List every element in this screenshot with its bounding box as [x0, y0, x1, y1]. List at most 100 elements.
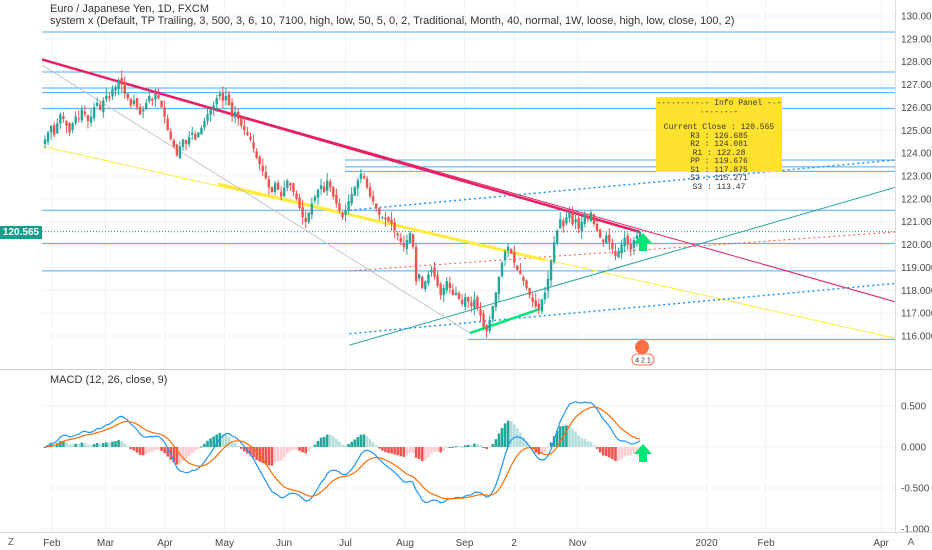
candle-up — [445, 281, 448, 291]
macd-histogram-bar — [347, 443, 350, 447]
macd-histogram-bar — [178, 447, 182, 464]
macd-histogram-bar — [522, 437, 525, 447]
candle-down — [537, 304, 540, 309]
candle-up — [344, 210, 347, 215]
candle-up — [463, 297, 467, 307]
macd-histogram-bar — [181, 447, 185, 461]
macd-histogram-bar — [95, 443, 99, 447]
badge-icon — [635, 340, 649, 354]
candle-up — [623, 237, 626, 247]
candle-up — [105, 96, 108, 100]
candle-down — [601, 239, 605, 243]
candle-up — [187, 137, 191, 145]
info-line: R3 : 126.685 — [690, 131, 748, 141]
timezone-button[interactable]: Z — [7, 537, 15, 548]
candle-up — [145, 102, 148, 110]
candle-down — [614, 251, 617, 256]
macd-histogram-bar — [577, 435, 580, 447]
candle-down — [525, 280, 528, 288]
trend-lines — [41, 58, 896, 346]
candle-down — [184, 139, 188, 144]
candle-up — [427, 274, 430, 284]
candle-down — [237, 111, 240, 119]
info-line: Current Close : 120.565 — [663, 123, 775, 132]
candle-up — [632, 240, 636, 248]
macd-histogram-bar — [304, 447, 307, 454]
time-tick-label: Apr — [873, 538, 889, 549]
candle-down — [433, 267, 436, 277]
candle-up — [212, 105, 215, 109]
candle-up — [430, 269, 433, 273]
time-tick-label: Aug — [396, 538, 414, 549]
time-tick-label: Sep — [456, 538, 474, 549]
badge-box — [631, 353, 655, 366]
price-tick-label: 116.000 — [901, 332, 932, 343]
macd-histogram-bar — [230, 441, 234, 447]
macd-histogram-bar — [436, 447, 439, 452]
macd-histogram-bar — [184, 447, 188, 460]
macd-histogram-bar — [470, 445, 473, 447]
macd-histogram-bar — [516, 428, 519, 447]
candle-down — [519, 270, 522, 275]
candle-down — [390, 219, 393, 224]
candle-up — [92, 107, 96, 119]
macd-histogram-bar — [331, 436, 335, 447]
candle-down — [611, 242, 614, 250]
macd-histogram-bar — [175, 447, 179, 465]
candle-up — [408, 233, 412, 243]
candle-up — [381, 217, 384, 219]
macd-histogram-bar — [163, 447, 166, 454]
price-tick-label: 129.000 — [901, 34, 932, 45]
candle-down — [172, 140, 176, 147]
candle-down — [62, 116, 65, 119]
macd-histogram-bar — [476, 444, 479, 447]
candle-up — [102, 100, 105, 113]
macd-histogram-bar — [206, 440, 209, 447]
macd-histogram-bar — [445, 447, 449, 449]
macd-histogram-bar — [491, 444, 495, 447]
macd-histogram-bar — [105, 442, 108, 447]
candle-up — [549, 260, 553, 281]
macd-histogram-bar — [279, 447, 283, 461]
time-tick-label: Jun — [276, 538, 292, 549]
macd-histogram-bar — [83, 442, 87, 447]
candle-up — [206, 114, 209, 121]
macd-histogram-bar — [589, 442, 593, 447]
candle-up — [154, 93, 157, 100]
macd-histogram-bar — [252, 447, 255, 458]
macd-histogram-bar — [378, 447, 381, 449]
macd-histogram-bar — [80, 442, 84, 447]
candle-up — [424, 281, 427, 289]
macd-histogram-bar — [463, 445, 467, 447]
auto-scale-button[interactable]: A — [907, 537, 915, 548]
macd-histogram-bar — [430, 447, 433, 454]
macd-histogram-bar — [212, 436, 215, 447]
macd-histogram-bar — [141, 447, 145, 456]
macd-histogram-bar — [414, 447, 418, 458]
candle-up — [286, 180, 289, 188]
candle-up — [114, 86, 117, 91]
candle-down — [264, 172, 268, 179]
macd-histogram-bar — [157, 447, 160, 450]
candle-down — [108, 96, 111, 99]
macd-histogram-bar — [344, 445, 347, 447]
macd-histogram-bar — [267, 447, 271, 466]
candle-up — [491, 306, 494, 320]
macd-histogram-bar — [420, 447, 424, 462]
trend-line-green-support — [349, 186, 896, 346]
macd-histogram-bar — [356, 436, 360, 447]
candle-up — [43, 139, 47, 144]
time-tick-label: Nov — [569, 538, 587, 549]
candle-up — [141, 109, 145, 112]
candle-up — [191, 132, 194, 135]
info-line: R1 : 122.28 — [692, 148, 746, 158]
candle-down — [436, 275, 439, 286]
candle-up — [574, 219, 577, 223]
candle-down — [252, 142, 255, 149]
macd-histogram-bar — [626, 447, 630, 456]
candle-down — [258, 156, 261, 165]
macd-histogram-bar — [374, 445, 378, 447]
candle-down — [240, 117, 243, 126]
macd-histogram-bar — [135, 447, 139, 453]
